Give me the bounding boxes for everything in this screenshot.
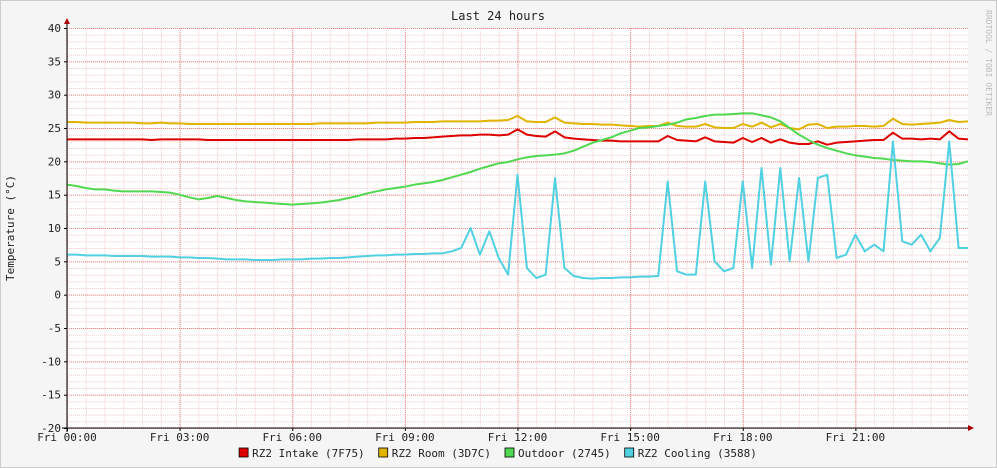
y-tick-label: 20 [48, 155, 61, 168]
legend-label: RZ2 Room (3D7C) [392, 447, 491, 460]
y-tick-label: -10 [41, 355, 61, 368]
axis-arrow [968, 425, 974, 431]
series-line [67, 140, 968, 280]
y-tick-label: 25 [48, 122, 61, 135]
axis-arrow [64, 18, 70, 24]
y-tick-label: 30 [48, 89, 61, 102]
x-tick-label: Fri 09:00 [375, 431, 435, 444]
y-tick-label: 35 [48, 55, 61, 68]
watermark: RRDTOOL / TOBI OETIKER [984, 10, 993, 116]
legend-label: RZ2 Cooling (3588) [638, 447, 757, 460]
legend-item: RZ2 Room (3D7C) [378, 447, 491, 460]
legend-label: RZ2 Intake (7F75) [252, 447, 365, 460]
x-tick-label: Fri 15:00 [600, 431, 660, 444]
x-tick-label: Fri 18:00 [713, 431, 773, 444]
legend-swatch [378, 447, 389, 458]
legend-item: Outdoor (2745) [504, 447, 611, 460]
legend-swatch [624, 447, 635, 458]
legend-label: Outdoor (2745) [518, 447, 611, 460]
y-tick-label: 10 [48, 222, 61, 235]
legend-swatch [238, 447, 249, 458]
x-tick-label: Fri 00:00 [37, 431, 97, 444]
legend-item: RZ2 Intake (7F75) [238, 447, 365, 460]
y-tick-label: 40 [48, 22, 61, 35]
series-line [67, 115, 969, 131]
y-tick-label: 0 [54, 289, 61, 302]
y-tick-label: -5 [48, 322, 61, 335]
y-tick-label: 5 [54, 255, 61, 268]
legend-item: RZ2 Cooling (3588) [624, 447, 757, 460]
series-line [66, 112, 969, 206]
chart-title: Last 24 hours [451, 9, 545, 23]
x-tick-label: Fri 21:00 [826, 431, 886, 444]
series-line [67, 128, 969, 146]
x-tick-label: Fri 12:00 [488, 431, 548, 444]
y-tick-label: -20 [41, 422, 61, 435]
y-tick-label: -15 [41, 389, 61, 402]
x-tick-label: Fri 03:00 [150, 431, 210, 444]
y-tick-label: 15 [48, 189, 61, 202]
x-tick-label: Fri 06:00 [262, 431, 322, 444]
legend-swatch [504, 447, 515, 458]
y-axis-label: Temperature (°C) [4, 175, 17, 281]
